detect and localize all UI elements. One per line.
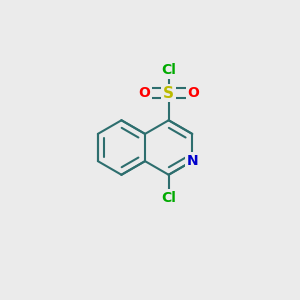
Text: O: O [138,86,150,100]
Text: Cl: Cl [161,63,176,77]
Text: S: S [163,85,174,100]
Text: O: O [187,86,199,100]
Text: Cl: Cl [161,191,176,205]
Text: N: N [186,154,198,168]
